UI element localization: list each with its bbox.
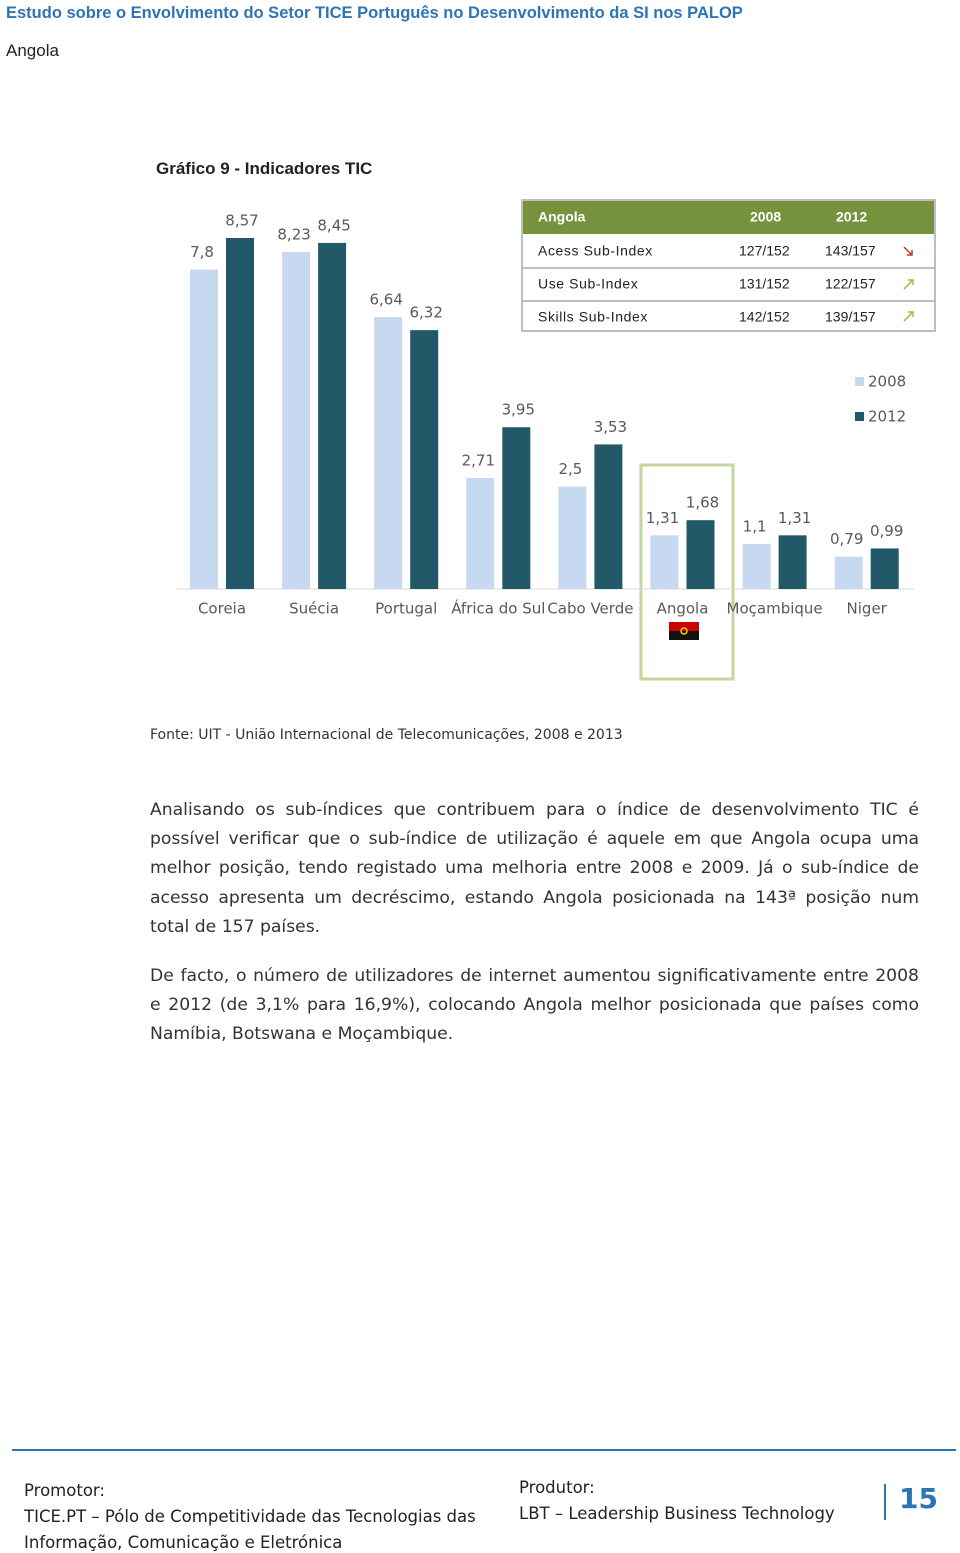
value-label: 8,23 — [277, 225, 310, 243]
promotor-label: Promotor: — [24, 1481, 105, 1500]
header-subtitle: Angola — [6, 41, 59, 60]
bar — [870, 548, 899, 589]
table-header: Angola — [538, 209, 586, 225]
bar — [594, 444, 623, 589]
value-label: 6,64 — [369, 291, 402, 309]
x-tick-label: Portugal — [375, 600, 437, 618]
value-label: 8,45 — [317, 216, 350, 234]
paragraph: Analisando os sub-índices que contribuem… — [150, 800, 919, 937]
figure-caption: Gráfico 9 - Indicadores TIC — [156, 159, 373, 178]
value-label: 3,53 — [594, 418, 627, 436]
header-title: Estudo sobre o Envolvimento do Setor TIC… — [6, 4, 743, 22]
bar — [778, 535, 807, 589]
bar — [374, 317, 403, 589]
trend-up — [903, 279, 914, 290]
page-rule — [884, 1484, 886, 1520]
value-label: 6,32 — [409, 304, 442, 322]
legend-label: 2008 — [868, 373, 906, 391]
value-label: 1,68 — [686, 494, 719, 512]
table-cell: Use Sub-Index — [538, 276, 638, 292]
value-label: 7,8 — [190, 243, 214, 261]
value-label: 3,95 — [502, 401, 535, 419]
table-header: 2008 — [750, 209, 781, 225]
bar — [226, 238, 254, 589]
trend-up — [903, 311, 914, 322]
table-cell: Acess Sub-Index — [538, 243, 653, 259]
value-label: 2,71 — [462, 452, 495, 470]
bar — [834, 556, 863, 589]
table-header: 2012 — [836, 209, 867, 225]
value-label: 1,31 — [778, 509, 811, 527]
x-tick-label: Suécia — [289, 600, 339, 618]
table-header-bg — [522, 200, 935, 234]
bar — [502, 427, 531, 589]
x-tick-label: Angola — [657, 600, 709, 618]
legend-label: 2012 — [868, 408, 906, 426]
value-label: 8,57 — [225, 212, 258, 230]
bar — [466, 478, 495, 589]
flag — [669, 622, 699, 640]
x-tick-label: África do Sul — [451, 599, 545, 618]
produtor-label: Produtor: — [519, 1478, 595, 1497]
table-cell: 131/152 — [739, 276, 790, 292]
footer-rule — [12, 1449, 956, 1451]
page-number: 15 — [899, 1482, 938, 1515]
x-tick-label: Coreia — [198, 600, 246, 618]
value-label: 0,99 — [870, 522, 903, 540]
table-cell: 139/157 — [825, 309, 876, 325]
value-label: 0,79 — [830, 530, 863, 548]
bar — [190, 269, 218, 589]
bar — [410, 330, 439, 589]
table-cell: 143/157 — [825, 243, 876, 259]
x-tick-label: Moçambique — [727, 600, 823, 618]
table-border — [521, 199, 936, 332]
bar — [318, 242, 347, 589]
chart: Coreia 7,8 8,57 Suécia 8,23 8,45 Portugal 6,64 6… — [176, 199, 936, 681]
bar — [686, 520, 715, 589]
trend-down — [903, 246, 913, 256]
value-label: 1,31 — [646, 509, 679, 527]
bar — [742, 543, 771, 589]
legend-swatch — [855, 412, 864, 421]
bar — [650, 535, 679, 589]
x-tick-label: Cabo Verde — [547, 600, 633, 618]
x-tick-label: Niger — [847, 600, 888, 618]
promotor: TICE.PT – Pólo de Competitividade das Te… — [24, 1507, 476, 1552]
produtor: LBT – Leadership Business Technology — [519, 1504, 835, 1523]
table-cell: 142/152 — [739, 309, 790, 325]
paragraph: De facto, o número de utilizadores de in… — [150, 966, 919, 1045]
bar — [282, 251, 311, 589]
table-cell: Skills Sub-Index — [538, 309, 648, 325]
bar — [558, 486, 587, 589]
highlight-box — [639, 463, 735, 681]
table-cell: 127/152 — [739, 243, 790, 259]
legend-swatch — [855, 377, 864, 386]
table-cell: 122/157 — [825, 276, 876, 292]
value-label: 2,5 — [558, 460, 582, 478]
figure-source: Fonte: UIT - União Internacional de Tele… — [150, 727, 623, 743]
value-label: 1,1 — [743, 517, 767, 535]
